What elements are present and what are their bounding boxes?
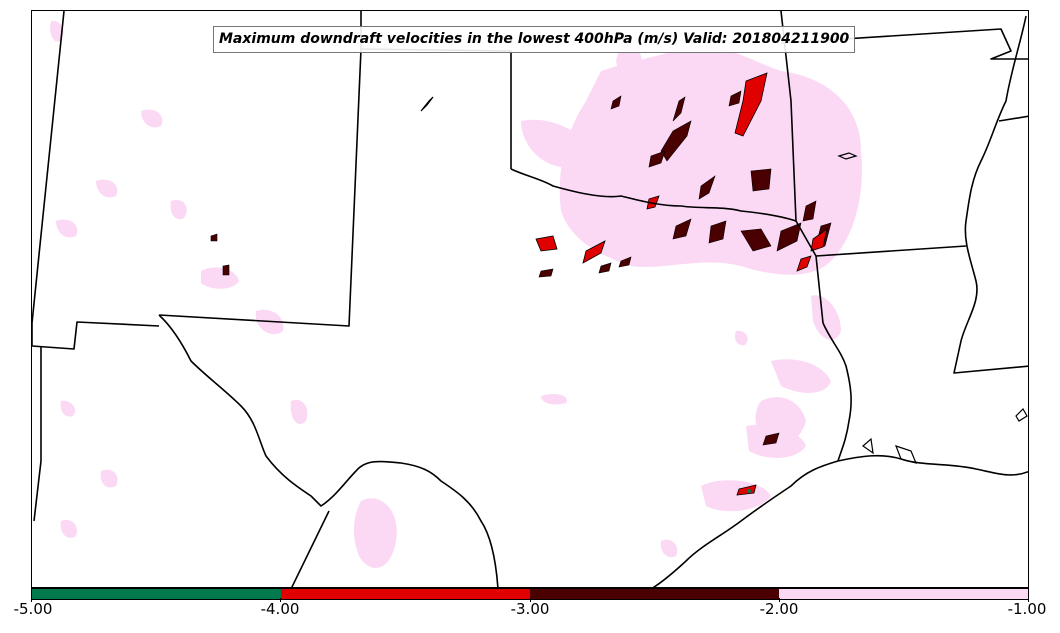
colorbar-tick-5 [1028,598,1029,602]
colorbar-label-3: -3.00 [510,600,550,618]
colorbar-bin-1 [32,589,281,599]
downdraft-field-light [50,20,862,568]
colorbar-label-1: -5.00 [13,600,53,618]
arkansas-west-border [780,11,824,324]
colorbar-bin-4 [779,589,1028,599]
colorbar-tick-1 [31,598,32,602]
lake-outline [420,96,1028,464]
downdraft-field-dark [210,90,832,446]
colorbar-bin-3 [530,589,779,599]
map-canvas [32,11,1028,587]
colorbar-bin-2 [281,589,530,599]
new-mexico-east-border [32,11,65,324]
arkansas-south-border [815,245,967,257]
panhandle-west-line [158,48,362,327]
colorbar-label-5: -1.00 [1007,600,1047,618]
new-mexico-south-border [32,321,160,350]
colorbar-label-4: -2.00 [759,600,799,618]
downdraft-field-red [535,72,828,496]
rio-grande [158,314,499,587]
map-frame: Maximum downdraft velocities in the lowe… [31,10,1029,588]
map-title: Maximum downdraft velocities in the lowe… [213,26,856,53]
colorbar-tick-2 [280,598,281,602]
mexico-border [291,510,330,587]
tn-border [998,115,1028,122]
missouri-border [780,28,1028,60]
colorbar-label-2: -4.00 [260,600,300,618]
colorbar-tick-3 [530,598,531,602]
gulf-coast [652,460,839,587]
red-river [510,168,797,222]
downdraft-field-green [747,489,751,493]
colorbar-tick-4 [779,598,780,602]
la-coast [837,454,1028,476]
west-mexico-line [33,346,42,522]
mississippi-river [953,15,1028,374]
state-boundaries [32,11,1028,587]
sabine-river [822,322,852,462]
